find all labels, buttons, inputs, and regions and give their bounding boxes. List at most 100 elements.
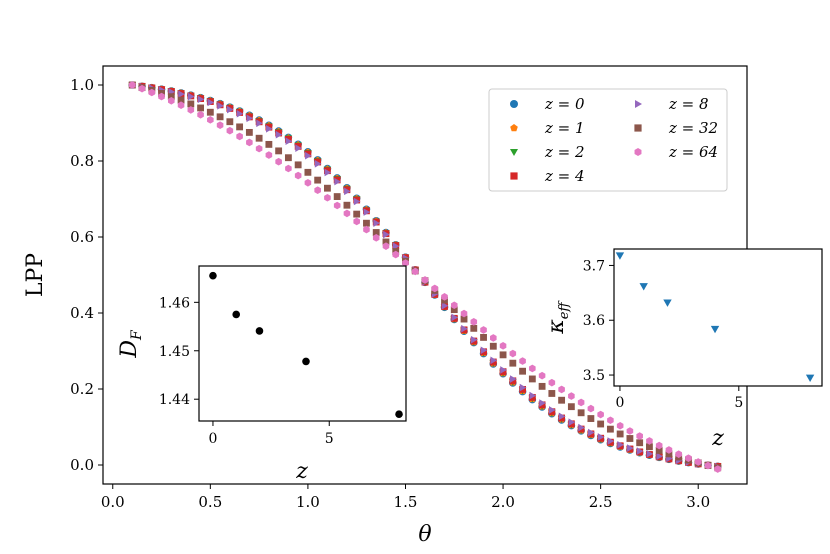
data-point-z8 [227,105,234,114]
legend-marker-z4 [510,172,518,180]
data-point-z8 [646,450,654,458]
inset2-plot-frame [613,248,823,387]
inset1-data-points [209,271,403,419]
data-point-z32 [470,324,478,332]
data-point-z32 [236,123,244,131]
x-tick-label: 0.5 [198,493,222,511]
data-point-z64 [499,342,507,350]
data-point-z8 [597,433,605,441]
data-point-z64 [265,151,273,159]
data-point-z32 [363,219,370,227]
data-point-z64 [246,138,253,147]
legend-marker-z0 [510,100,518,108]
data-point-z32 [216,113,224,121]
data-point-z8 [344,187,351,196]
data-point-z64 [197,110,204,119]
data-point-z8 [266,124,273,133]
data-point-z32 [294,161,302,169]
data-point-z8 [236,109,244,118]
data-point-z64 [324,193,331,202]
main-y-axis-label: LPP [23,253,48,297]
data-point-z8 [334,177,341,186]
data-point-z8 [636,447,644,455]
legend-label-z8: z = 8 [668,95,709,113]
data-point-z8 [187,92,195,101]
main-chart: 0.0 0.5 1.0 1.5 2.0 2.5 3.00.00.20.40.60.81.0 … [23,65,748,547]
legend-label-z0: z = 0 [544,95,585,113]
data-point-z32 [655,446,663,454]
data-point-z8 [383,230,390,239]
inset2-x-tick-label: 5 [734,395,743,411]
data-point-z32 [372,229,380,236]
data-point-z64 [382,242,390,250]
data-point-z8 [470,335,478,344]
data-point-z64 [538,371,546,380]
data-point-z64 [207,116,214,124]
data-point-z32 [187,100,195,108]
data-point-z32 [538,382,546,390]
x-tick-label: 2.5 [589,493,613,511]
data-point-z64 [665,446,673,454]
data-point-z8 [500,366,507,374]
x-tick-label: 3.0 [686,493,710,511]
data-point-z32 [177,96,185,104]
data-point-z32 [567,403,575,411]
data-point-z8 [588,428,595,437]
data-point-z32 [333,193,341,200]
data-point-z64 [694,458,702,466]
data-point-z8 [568,418,576,426]
y-tick-label: 0.6 [70,228,94,246]
data-point-z32 [606,425,614,433]
data-point-z8 [578,423,585,432]
data-point-z64 [519,357,526,365]
data-point-z64 [548,378,556,387]
data-point-z64 [529,364,536,373]
legend: z = 0 z = 1 z = 2 z = 4 z = 8 z = 32 z =… [488,88,728,192]
data-point-z64 [148,88,156,97]
inset2-ticks: 0 5 3.5 3.6 3.7 [583,258,744,411]
inset1-plot-frame [198,265,407,422]
legend-marker-z8 [635,100,642,108]
data-point-z64 [304,178,312,187]
data-point-z32 [245,128,253,136]
data-point-z64 [158,92,165,101]
inset1-y-tick-label: 1.45 [159,344,190,360]
legend-marker-z2 [510,149,518,156]
data-point-z64 [392,250,400,259]
data-point-z8 [529,391,537,400]
data-point-z64 [314,186,321,194]
inset1-y-axis-label: DF [117,329,145,359]
data-point-z8 [558,412,566,421]
data-point-z8 [256,119,263,128]
data-point-z32 [636,439,644,447]
legend-label-z4: z = 4 [544,167,585,185]
data-point-z64 [607,416,614,425]
legend-marker-z1 [510,124,518,132]
inset2-data-point [663,299,672,307]
data-point-z8 [353,197,361,206]
data-point-z64 [675,450,682,458]
data-point-z64 [363,225,370,234]
inset2-data-point [639,283,648,291]
data-point-z8 [207,98,215,107]
data-point-z32 [499,351,507,359]
main-ticks: 0.0 0.5 1.0 1.5 2.0 2.5 3.0 0.0 0.2 0.4 0.6 0.8 1.0 [70,76,710,511]
svg-text:DF: DF [117,329,145,359]
data-point-z64 [655,441,663,450]
data-point-z64 [704,461,712,470]
data-point-z32 [353,210,361,218]
data-point-z32 [206,108,214,116]
data-point-z8 [441,301,449,310]
data-point-z64 [577,398,585,407]
legend-label-z2: z = 2 [544,143,585,161]
inset-fractal-dimension-chart: 0 5 1.44 1.45 1.46 z DF [117,265,407,484]
svg-text:κeff: κeff [544,300,572,335]
data-point-z32 [646,443,653,451]
data-point-z64 [450,301,458,310]
y-tick-label: 0.8 [70,152,94,170]
data-point-z32 [450,306,458,314]
data-point-z8 [519,383,527,392]
data-point-z32 [304,168,312,176]
data-point-z8 [295,144,302,152]
data-point-z8 [392,242,400,250]
